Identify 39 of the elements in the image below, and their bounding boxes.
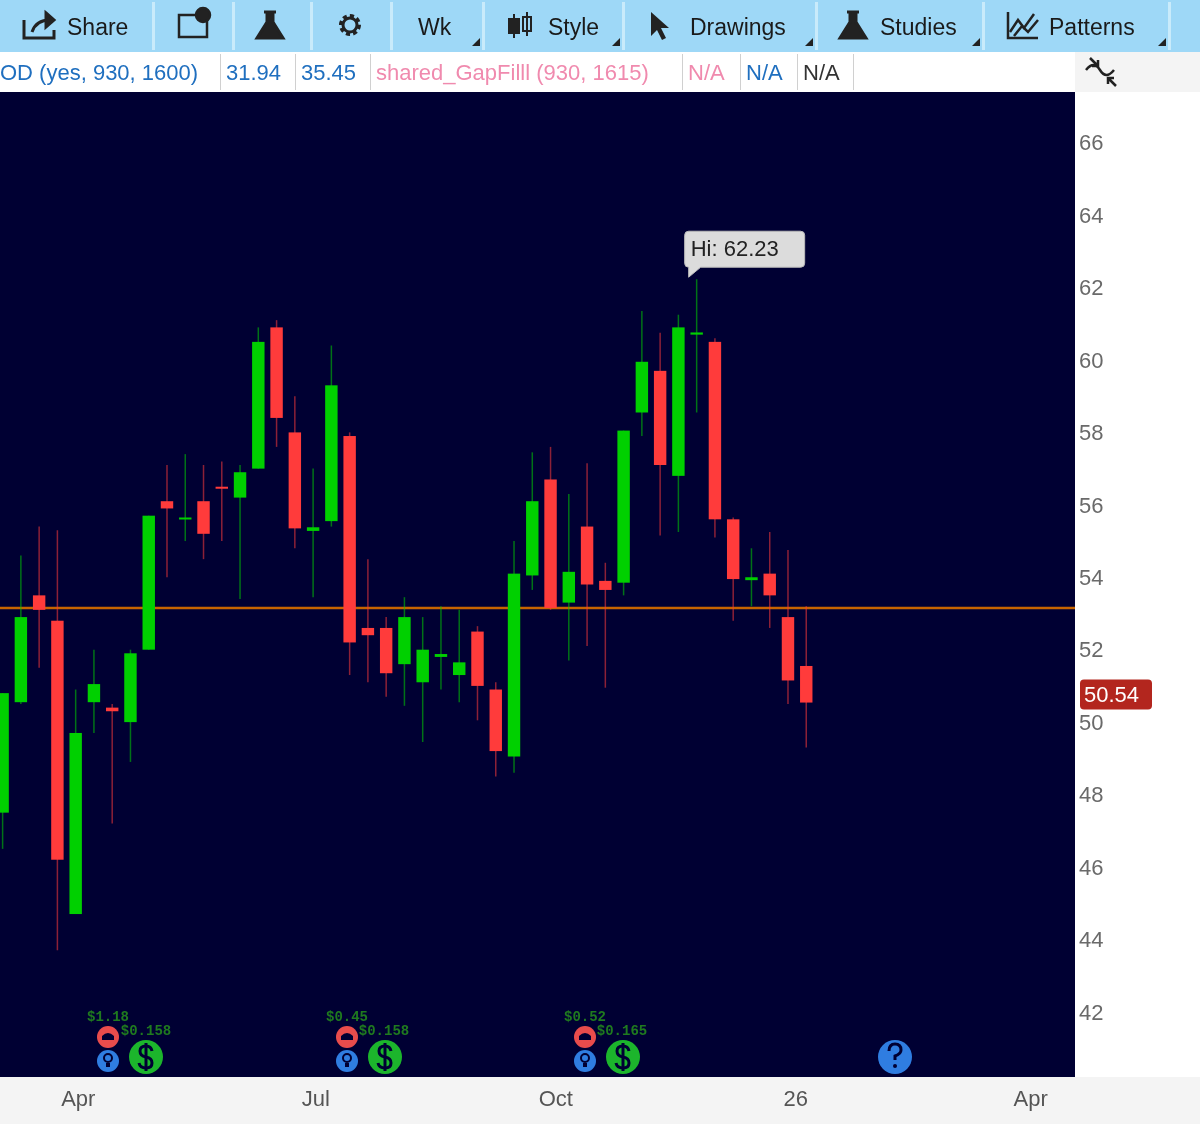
- text: N/A: [688, 60, 725, 85]
- x-tick-label: Jul: [301, 1086, 330, 1111]
- y-tick-label: 58: [1079, 420, 1104, 446]
- y-tick-label: 62: [1079, 275, 1104, 301]
- y-tick-label: 42: [1079, 999, 1104, 1025]
- x-tick-label: Oct: [538, 1086, 573, 1111]
- text: 35.45: [301, 60, 357, 85]
- text: N/A: [803, 60, 840, 85]
- y-tick-label: 56: [1079, 492, 1104, 518]
- y-tick-label: 52: [1079, 637, 1104, 663]
- annotation: Hi: 62.23: [690, 236, 779, 262]
- annotation: $0.165: [596, 1022, 648, 1039]
- y-tick-label: 50: [1079, 709, 1104, 735]
- x-tick-label: Apr: [1013, 1086, 1048, 1111]
- y-tick-label: 44: [1079, 927, 1104, 953]
- y-tick-label: 60: [1079, 347, 1104, 373]
- y-tick-label: 48: [1079, 782, 1104, 808]
- text: Share: [67, 14, 129, 40]
- text: N/A: [746, 60, 783, 85]
- annotation: $0.158: [120, 1022, 172, 1039]
- x-tick-label: 26: [783, 1086, 809, 1111]
- annotation: $0.45: [325, 1008, 369, 1025]
- text: OD (yes, 930, 1600): [0, 60, 199, 85]
- text: Style: [548, 14, 600, 40]
- text: Wk: [418, 14, 452, 40]
- y-tick-label: 66: [1079, 130, 1104, 156]
- y-tick-label: 64: [1079, 202, 1104, 228]
- text: Patterns: [1049, 14, 1135, 40]
- annotation: $0.158: [358, 1022, 410, 1039]
- text: Drawings: [690, 14, 786, 40]
- text: 50.54: [1084, 682, 1140, 708]
- text: shared_GapFilll (930, 1615): [376, 60, 649, 85]
- text: 31.94: [226, 60, 282, 85]
- y-tick-label: 46: [1079, 854, 1104, 880]
- annotation: $0.52: [563, 1008, 607, 1025]
- y-tick-label: 54: [1079, 564, 1104, 590]
- text: Studies: [880, 14, 957, 40]
- x-tick-label: Apr: [61, 1086, 96, 1111]
- annotation: $1.18: [86, 1008, 130, 1025]
